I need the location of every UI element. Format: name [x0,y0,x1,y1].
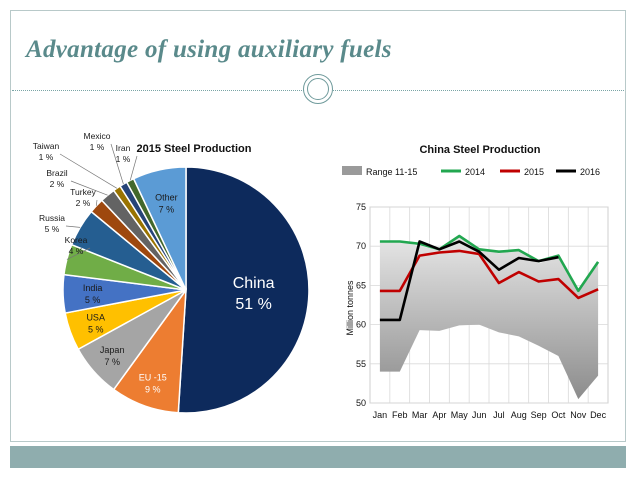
x-tick-label: Jun [472,410,487,420]
line-chart: China Steel Production Range 11-15 2014 20… [342,144,609,420]
series-line-2015 [379,249,599,300]
pie-value-usa: 5 % [88,325,104,335]
x-tick-label: Apr [432,410,446,420]
y-tick-label: 70 [356,241,366,251]
slide-title: Advantage of using auxiliary fuels [26,36,392,63]
x-tick-label: May [451,410,469,420]
x-tick-label: Sep [531,410,547,420]
x-tick-label: Feb [392,410,408,420]
pie-value-india: 5 % [85,295,101,305]
pie-label-turkey: Turkey [70,187,96,197]
x-tick-label: Oct [551,410,566,420]
pie-value-taiwan: 1 % [39,152,54,162]
pie-value-russia: 5 % [45,224,60,234]
pie-value-other: 7 % [159,204,175,214]
pie-label-russia: Russia [39,213,65,223]
pie-leader-russia [65,225,81,228]
y-tick-label: 60 [356,320,366,330]
y-axis-label: Million tonnes [345,280,355,336]
pie-title: 2015 Steel Production [137,143,252,155]
pie-value-brazil: 2 % [50,179,65,189]
pie-leader-iran [129,155,138,181]
pie-value-china: 51 % [235,296,271,313]
pie-label-other: Other [155,192,178,202]
legend-label-2015: 2015 [524,167,544,177]
pie-label-china: China [233,275,275,292]
x-tick-label: Jan [373,410,388,420]
line-title: China Steel Production [419,144,540,156]
y-tick-label: 50 [356,398,366,408]
pie-leader-korea [66,247,91,260]
x-tick-label: Mar [412,410,428,420]
pie-value-korea: 4 % [69,246,84,256]
pie-value-iran: 1 % [116,154,131,164]
pie-value-japan: 7 % [104,357,120,367]
x-tick-label: Aug [511,410,527,420]
series-line-2016 [379,240,559,322]
pie-value-mexico: 1 % [90,142,105,152]
y-tick-label: 75 [356,202,366,212]
y-tick-label: 65 [356,280,366,290]
pie-label-usa: USA [86,313,105,323]
pie-leader-mexico [110,143,124,185]
pie-slice-china [177,166,310,414]
pie-value-eu-15: 9 % [145,385,161,395]
legend-label-2014: 2014 [465,167,485,177]
pie-label-korea: Korea [65,235,88,245]
x-tick-label: Dec [590,410,607,420]
range-band [379,236,599,400]
y-tick-label: 55 [356,359,366,369]
legend-swatch-range-11-15 [342,166,362,175]
pie-label-iran: Iran [116,143,131,153]
x-tick-label: Jul [493,410,505,420]
legend-label-range-11-15: Range 11-15 [366,167,417,177]
pie-label-taiwan: Taiwan [33,141,60,151]
pie-leader-turkey [95,199,98,206]
pie-label-mexico: Mexico [84,131,111,141]
pie-chart: 2015 Steel Production China 51 % EU -15 9 %… [33,131,310,414]
series-line-2014 [379,234,600,293]
pie-value-turkey: 2 % [76,198,91,208]
circle-ornament [303,74,333,104]
pie-label-eu-15: EU -15 [139,373,167,383]
pie-label-india: India [83,283,103,293]
pie-label-brazil: Brazil [46,168,67,178]
footer-bar [10,446,626,468]
x-tick-label: Nov [570,410,587,420]
pie-slice-other [132,166,187,291]
slide-frame [10,10,626,442]
pie-leader-brazil [70,180,108,196]
pie-leader-taiwan [59,153,118,189]
pie-label-japan: Japan [100,345,125,355]
legend-label-2016: 2016 [580,167,600,177]
